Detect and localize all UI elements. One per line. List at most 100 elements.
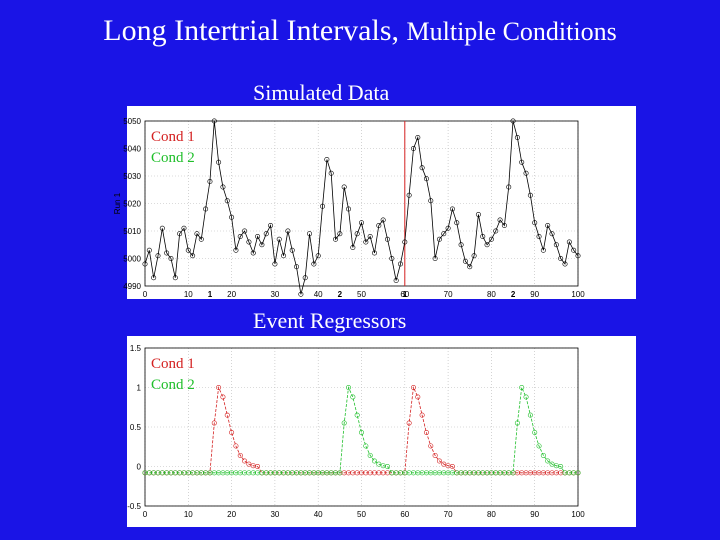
data-point	[428, 198, 434, 204]
data-point	[268, 223, 274, 229]
data-point	[441, 461, 447, 467]
series-line-data	[144, 120, 579, 295]
data-point	[436, 458, 442, 464]
data-point	[203, 206, 209, 212]
data-point	[441, 231, 447, 237]
data-point	[501, 223, 507, 229]
data-point	[250, 250, 256, 256]
slide-title-main: Long Intertrial Intervals,	[103, 14, 400, 47]
data-point	[363, 443, 369, 449]
data-point	[549, 461, 555, 467]
data-point	[493, 228, 499, 234]
data-point	[419, 412, 425, 418]
data-point	[315, 253, 321, 259]
data-point	[242, 228, 248, 234]
data-point	[410, 146, 416, 152]
x-tick-label: 80	[487, 290, 496, 299]
data-point	[337, 231, 343, 237]
legend-entry: Cond 1	[151, 356, 195, 372]
x-tick-label: 30	[270, 290, 279, 299]
data-point	[190, 253, 196, 259]
data-point	[423, 430, 429, 436]
data-point	[294, 264, 300, 270]
legend: Cond 1 Cond 2	[151, 129, 195, 166]
data-point	[289, 247, 295, 253]
legend-entry: Cond 2	[151, 150, 195, 166]
x-tick-label: 100	[571, 290, 585, 299]
data-point	[436, 236, 442, 242]
data-point	[380, 217, 386, 223]
data-point	[311, 261, 317, 267]
data-point	[445, 225, 451, 231]
data-point	[224, 198, 230, 204]
x-tick-label: 40	[314, 290, 323, 299]
x-tick-label: 0	[143, 290, 148, 299]
data-point	[181, 225, 187, 231]
data-point	[358, 430, 364, 436]
data-point	[194, 231, 200, 237]
data-point	[462, 258, 468, 264]
data-point	[545, 223, 551, 229]
data-point	[510, 470, 516, 476]
x-tick-label: 80	[487, 510, 496, 519]
data-point	[168, 255, 174, 261]
data-point	[549, 231, 555, 237]
x-tick-label: 100	[571, 510, 585, 519]
data-point	[328, 170, 334, 176]
data-point	[216, 384, 222, 390]
data-point	[575, 253, 581, 259]
data-point	[198, 236, 204, 242]
data-point	[449, 463, 455, 469]
data-point	[237, 452, 243, 458]
data-point	[246, 239, 252, 245]
data-point	[246, 461, 252, 467]
caption-event-regressors: Event Regressors	[253, 308, 407, 333]
data-point	[514, 420, 520, 426]
data-point	[371, 458, 377, 464]
x-tick-label: 90	[530, 290, 539, 299]
data-point	[211, 118, 217, 124]
data-point	[432, 255, 438, 261]
caption-simulated-data: Simulated Data	[253, 80, 390, 105]
data-point	[151, 275, 157, 281]
x-tick-label: 0	[143, 510, 148, 519]
data-point	[510, 118, 516, 124]
data-point	[558, 463, 564, 469]
data-point	[224, 412, 230, 418]
data-point	[207, 179, 213, 185]
x-tick-label: 40	[314, 510, 323, 519]
data-point	[341, 420, 347, 426]
data-point	[402, 239, 408, 245]
x-tick-label: 20	[227, 290, 236, 299]
data-point	[255, 234, 261, 240]
x-tick-label: 60	[400, 510, 409, 519]
y-axis-label: Run 1	[113, 192, 122, 214]
data-point	[419, 165, 425, 171]
data-point	[393, 277, 399, 283]
data-point	[423, 176, 429, 182]
data-point	[475, 212, 481, 218]
legend-entry: Cond 1	[151, 129, 195, 145]
event-marker-label: 2	[511, 290, 516, 299]
data-point	[358, 220, 364, 226]
data-point	[367, 234, 373, 240]
data-point	[536, 443, 542, 449]
x-tick-label: 10	[184, 510, 193, 519]
event-marker-label: 1	[403, 290, 408, 299]
data-point	[384, 236, 390, 242]
data-point	[307, 231, 313, 237]
slide-title: Long Intertrial Intervals, Multiple Cond…	[0, 14, 720, 48]
data-point	[371, 250, 377, 256]
x-tick-label: 10	[184, 290, 193, 299]
data-point	[519, 159, 525, 165]
data-point	[540, 452, 546, 458]
data-point	[255, 463, 261, 469]
data-point	[164, 250, 170, 256]
data-point	[376, 461, 382, 467]
y-tick-label: 5030	[123, 172, 141, 181]
data-point	[488, 236, 494, 242]
data-point	[346, 384, 352, 390]
y-tick-label: 1	[137, 384, 142, 393]
data-point	[216, 159, 222, 165]
